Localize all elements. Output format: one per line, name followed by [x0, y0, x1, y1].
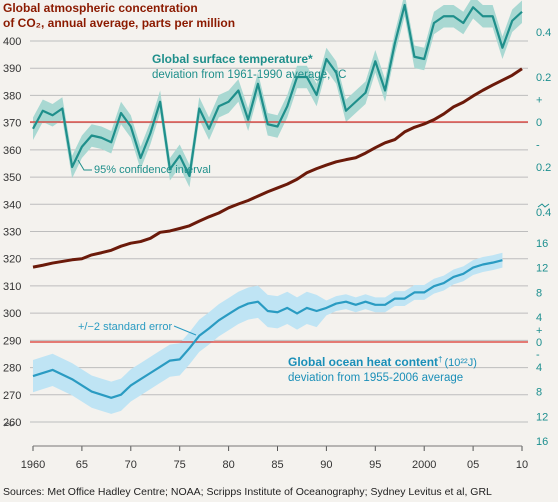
temp-band-pointer — [77, 159, 92, 171]
left-tick-label: 370 — [3, 118, 21, 130]
right-tick-label-temp: 0.2 — [536, 162, 551, 174]
right-tick-label-ocean: 4 — [536, 312, 542, 324]
right-tick-label-ocean: 12 — [536, 263, 548, 275]
x-tick-label: 85 — [271, 459, 283, 471]
right-axis-break — [537, 203, 550, 208]
right-tick-label-ocean: + — [536, 325, 542, 337]
left-axis-break — [3, 422, 16, 427]
right-tick-label-temp: 0.4 — [536, 207, 551, 219]
chart-title: Global atmospheric concentration of CO₂,… — [3, 1, 235, 31]
left-tick-label: 280 — [3, 363, 21, 375]
temp-subtitle: deviation from 1961-1990 average, °C — [152, 69, 346, 81]
right-tick-label-ocean: 4 — [536, 362, 542, 374]
co2-line — [32, 67, 523, 269]
left-tick-label: 310 — [3, 281, 21, 293]
left-tick-label: 350 — [3, 172, 21, 184]
right-tick-label-ocean: 16 — [536, 238, 548, 250]
right-tick-label-ocean: 16 — [536, 436, 548, 448]
x-tick-label: 95 — [369, 459, 381, 471]
left-tick-label: 390 — [3, 63, 21, 75]
ocean-heat-confidence-band — [33, 252, 503, 414]
left-tick-label: 400 — [3, 36, 21, 48]
temperature-line — [32, 3, 523, 178]
x-axis: 1960 65 70 75 80 85 90 95 2000 05 10 — [21, 445, 528, 471]
right-tick-label-ocean: 0 — [536, 337, 542, 349]
temp-title: Global surface temperature* — [152, 52, 313, 66]
right-tick-label-ocean: 12 — [536, 411, 548, 423]
ocean-heat-band — [33, 252, 503, 414]
left-tick-label: 260 — [3, 417, 21, 429]
ocean-subtitle: deviation from 1955-2006 average — [288, 372, 463, 384]
x-tick-label: 10 — [516, 459, 528, 471]
right-tick-label-ocean: 8 — [536, 387, 542, 399]
left-axis: 260 270 280 290 300 310 320 330 340 350 360 370 380 3… — [3, 36, 21, 429]
ocean-heat-line — [32, 259, 503, 399]
left-tick-label: 320 — [3, 254, 21, 266]
left-tick-label: 290 — [3, 335, 21, 347]
temperature-band — [33, 0, 522, 188]
source-note: Sources: Met Office Hadley Centre; NOAA;… — [3, 486, 492, 498]
right-tick-label-temp: + — [536, 95, 542, 107]
right-tick-label-temp: 0 — [536, 117, 542, 129]
x-tick-label: 2000 — [412, 459, 436, 471]
temperature-confidence-band — [33, 0, 522, 188]
left-tick-label: 330 — [3, 227, 21, 239]
chart-title-line-1: Global atmospheric concentration — [3, 1, 198, 15]
left-tick-label: 340 — [3, 199, 21, 211]
x-tick-label: 70 — [125, 459, 137, 471]
x-tick-label: 90 — [320, 459, 332, 471]
x-tick-label: 05 — [467, 459, 479, 471]
ocean-band-label: +/−2 standard error — [78, 321, 173, 333]
right-tick-label-temp: 0.4 — [536, 27, 551, 39]
right-tick-label-ocean: - — [536, 349, 540, 361]
right-tick-label-temp: 0.2 — [536, 72, 551, 84]
left-tick-label: 270 — [3, 390, 21, 402]
ocean-band-pointer — [173, 325, 197, 336]
series-lines — [32, 3, 523, 399]
left-tick-label: 380 — [3, 90, 21, 102]
temp-band-label: 95% confidence interval — [94, 164, 211, 176]
x-tick-label: 80 — [222, 459, 234, 471]
gridlines — [30, 40, 528, 423]
right-tick-label-temp: - — [536, 140, 540, 152]
left-tick-label: 360 — [3, 145, 21, 157]
x-tick-label: 1960 — [21, 459, 45, 471]
chart-title-line-2: of CO₂, annual average, parts per millio… — [3, 16, 236, 30]
annotations: Global surface temperature* deviation fr… — [77, 52, 477, 384]
x-tick-label: 75 — [174, 459, 186, 471]
left-tick-label: 300 — [3, 308, 21, 320]
x-tick-label: 65 — [76, 459, 88, 471]
right-tick-label-ocean: 8 — [536, 287, 542, 299]
ocean-title: Global ocean heat content† (10²²J) — [288, 355, 477, 369]
